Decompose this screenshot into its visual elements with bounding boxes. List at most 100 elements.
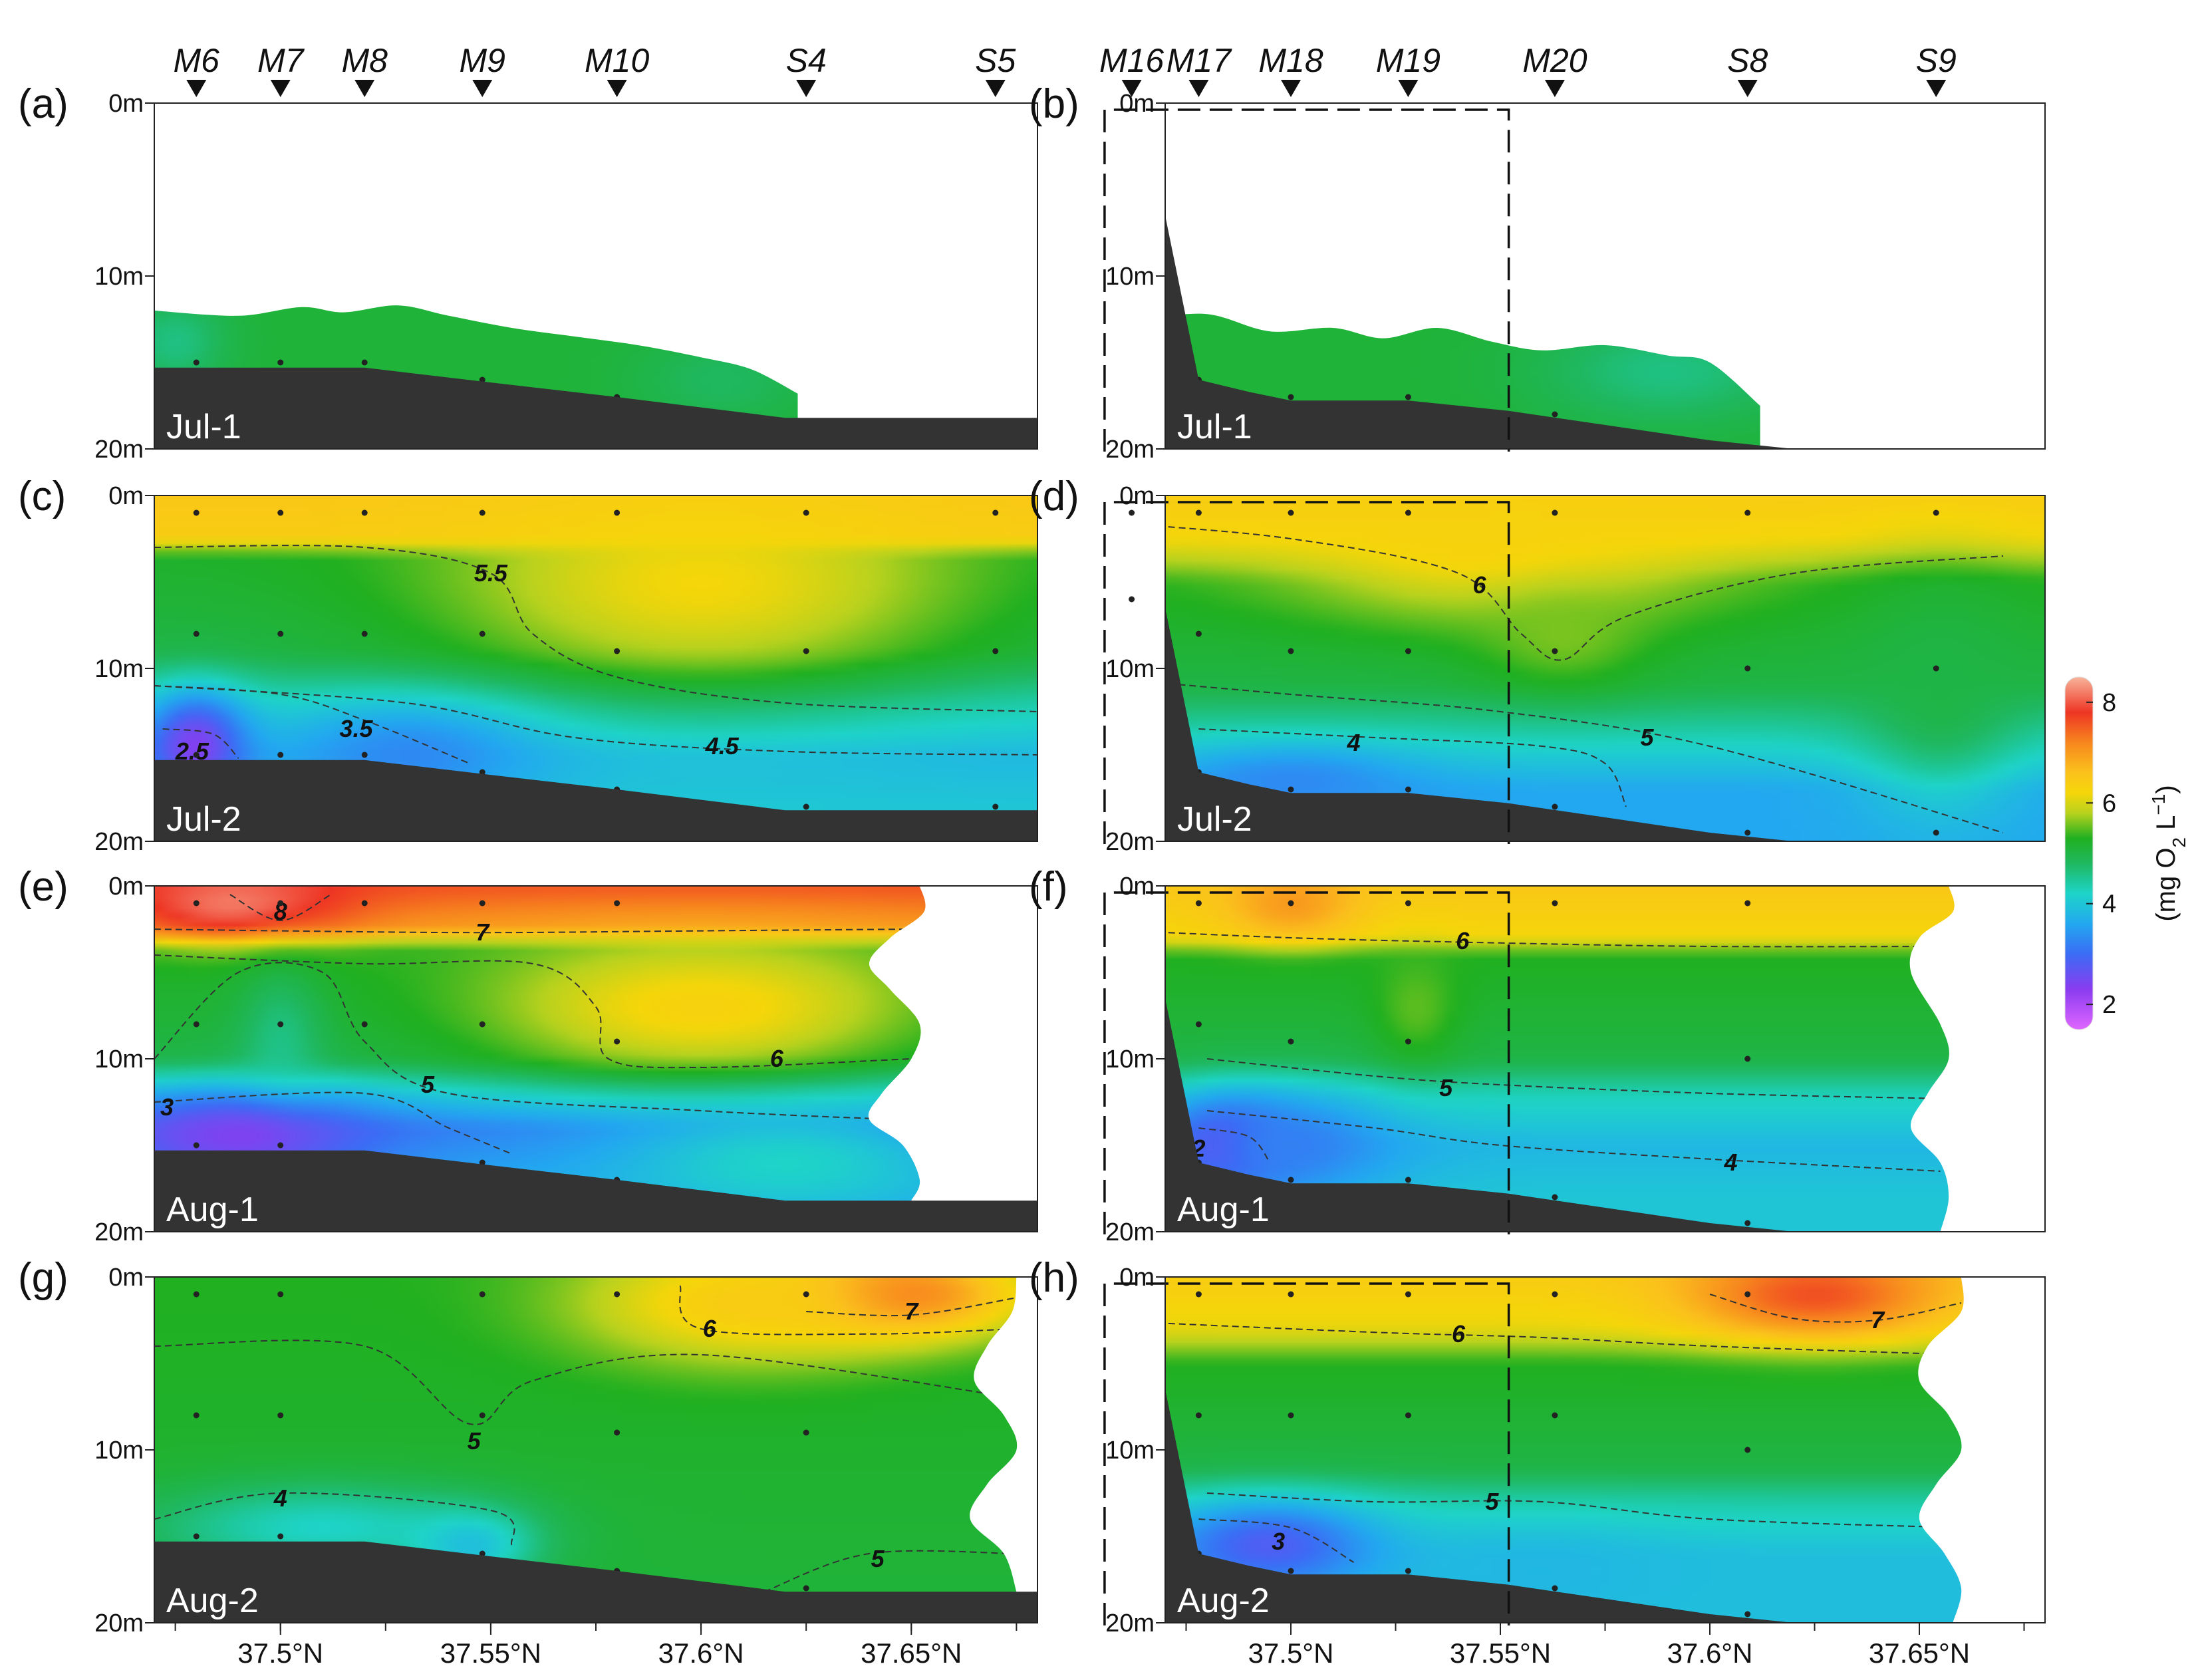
date-label: Jul-2 bbox=[166, 800, 241, 839]
station-label: S5 bbox=[975, 42, 1016, 79]
sample-point bbox=[277, 900, 284, 907]
contour-label: 6 bbox=[770, 1045, 784, 1072]
sample-point bbox=[1744, 665, 1751, 672]
sample-point bbox=[277, 1142, 284, 1149]
contour-label: 4 bbox=[1723, 1149, 1737, 1176]
station-marker-icon bbox=[1398, 80, 1419, 97]
sample-point bbox=[1744, 1611, 1751, 1617]
station-marker-icon bbox=[607, 80, 627, 97]
station-label: M18 bbox=[1258, 42, 1323, 79]
sample-point bbox=[1744, 509, 1751, 516]
sample-point bbox=[614, 900, 620, 907]
station-marker-icon bbox=[985, 80, 1006, 97]
contour-label: 3 bbox=[160, 1093, 174, 1121]
contour-line bbox=[229, 894, 332, 922]
lat-tick-label: 37.5°N bbox=[237, 1637, 323, 1669]
contour-label: 4 bbox=[273, 1484, 287, 1512]
sample-point bbox=[1288, 1568, 1294, 1574]
contour-line bbox=[763, 1550, 1017, 1593]
lat-tick-label: 37.55°N bbox=[1450, 1637, 1551, 1669]
panel-letter: (b) bbox=[1029, 81, 1079, 127]
contour-line bbox=[1206, 1058, 1941, 1099]
contour-label: 6 bbox=[703, 1315, 717, 1342]
sample-point bbox=[277, 359, 284, 366]
sample-point bbox=[479, 376, 485, 383]
sample-point bbox=[193, 630, 200, 637]
sample-point bbox=[193, 1021, 200, 1028]
sample-point bbox=[1195, 1021, 1202, 1028]
seafloor bbox=[1165, 215, 2045, 449]
sample-point bbox=[277, 1412, 284, 1419]
lat-tick-label: 37.65°N bbox=[1869, 1637, 1970, 1669]
station-marker-icon bbox=[354, 80, 375, 97]
sample-point bbox=[193, 359, 200, 366]
station-label: M8 bbox=[341, 42, 388, 79]
seafloor bbox=[154, 1150, 1037, 1232]
station-marker-icon bbox=[1188, 80, 1209, 97]
date-label: Jul-1 bbox=[166, 408, 241, 446]
contour-line bbox=[1206, 1110, 1941, 1172]
contour-label: 5 bbox=[871, 1545, 885, 1572]
sample-point bbox=[1195, 509, 1202, 516]
oxygen-field bbox=[1165, 1277, 1964, 1623]
sample-point bbox=[803, 803, 809, 810]
contour-line bbox=[1165, 1320, 1962, 1355]
sample-point bbox=[277, 630, 284, 637]
sample-point bbox=[479, 900, 485, 907]
depth-tick-label: 10m bbox=[1105, 1437, 1155, 1465]
seafloor bbox=[154, 760, 1037, 841]
sample-point bbox=[803, 1585, 809, 1592]
contour-label: 7 bbox=[904, 1298, 919, 1325]
dashed-box bbox=[1103, 891, 1510, 1234]
station-label: M20 bbox=[1522, 42, 1587, 79]
sample-point bbox=[1552, 1585, 1558, 1592]
sample-point bbox=[1288, 1177, 1294, 1183]
depth-tick-label: 20m bbox=[94, 1218, 144, 1246]
station-marker-icon bbox=[1544, 80, 1565, 97]
date-label: Aug-2 bbox=[166, 1582, 259, 1620]
sample-point bbox=[1552, 900, 1558, 907]
depth-tick-label: 20m bbox=[94, 1610, 144, 1637]
panel-g: 7 6 5 4 5 0m 10m 20m (g) Aug-2 bbox=[18, 1255, 1038, 1637]
contour-label: 3.5 bbox=[340, 715, 374, 742]
panel-letter: (e) bbox=[18, 864, 69, 910]
station-label: M6 bbox=[174, 42, 220, 79]
sample-point bbox=[1288, 648, 1294, 654]
sample-point bbox=[479, 630, 485, 637]
sample-point bbox=[1195, 900, 1202, 907]
sample-point bbox=[803, 509, 809, 516]
depth-tick-label: 10m bbox=[1105, 655, 1155, 683]
depth-tick-label: 0m bbox=[1119, 482, 1155, 510]
sample-point bbox=[479, 769, 485, 775]
colorbar-tick-label: 2 bbox=[2102, 991, 2116, 1019]
sample-point bbox=[614, 1291, 620, 1298]
depth-tick-label: 10m bbox=[94, 1437, 144, 1465]
colorbar-tick-label: 6 bbox=[2102, 789, 2116, 817]
contour-line bbox=[1165, 676, 2004, 833]
station-label: S8 bbox=[1727, 42, 1768, 79]
contour-line bbox=[154, 962, 891, 1120]
contour-label: 5 bbox=[468, 1427, 481, 1455]
depth-tick-label: 0m bbox=[1119, 1264, 1155, 1292]
sample-point bbox=[803, 1429, 809, 1436]
contour-line bbox=[154, 1492, 515, 1546]
station-marker-icon bbox=[270, 80, 291, 97]
sample-point bbox=[361, 900, 368, 907]
station-marker-icon bbox=[186, 80, 207, 97]
contour-line bbox=[1198, 1518, 1354, 1563]
sample-point bbox=[1129, 509, 1135, 516]
sample-point bbox=[277, 1021, 284, 1028]
depth-tick-label: 0m bbox=[108, 1264, 144, 1292]
sample-point bbox=[479, 1412, 485, 1419]
contour-line bbox=[154, 545, 1037, 712]
contour-label: 6 bbox=[1456, 927, 1470, 954]
seafloor bbox=[154, 367, 1037, 449]
sample-point bbox=[479, 1159, 485, 1166]
station-label: M10 bbox=[585, 42, 649, 79]
date-label: Aug-2 bbox=[1177, 1582, 1270, 1620]
sample-point bbox=[1288, 786, 1294, 793]
station-marker-icon bbox=[1926, 80, 1947, 97]
